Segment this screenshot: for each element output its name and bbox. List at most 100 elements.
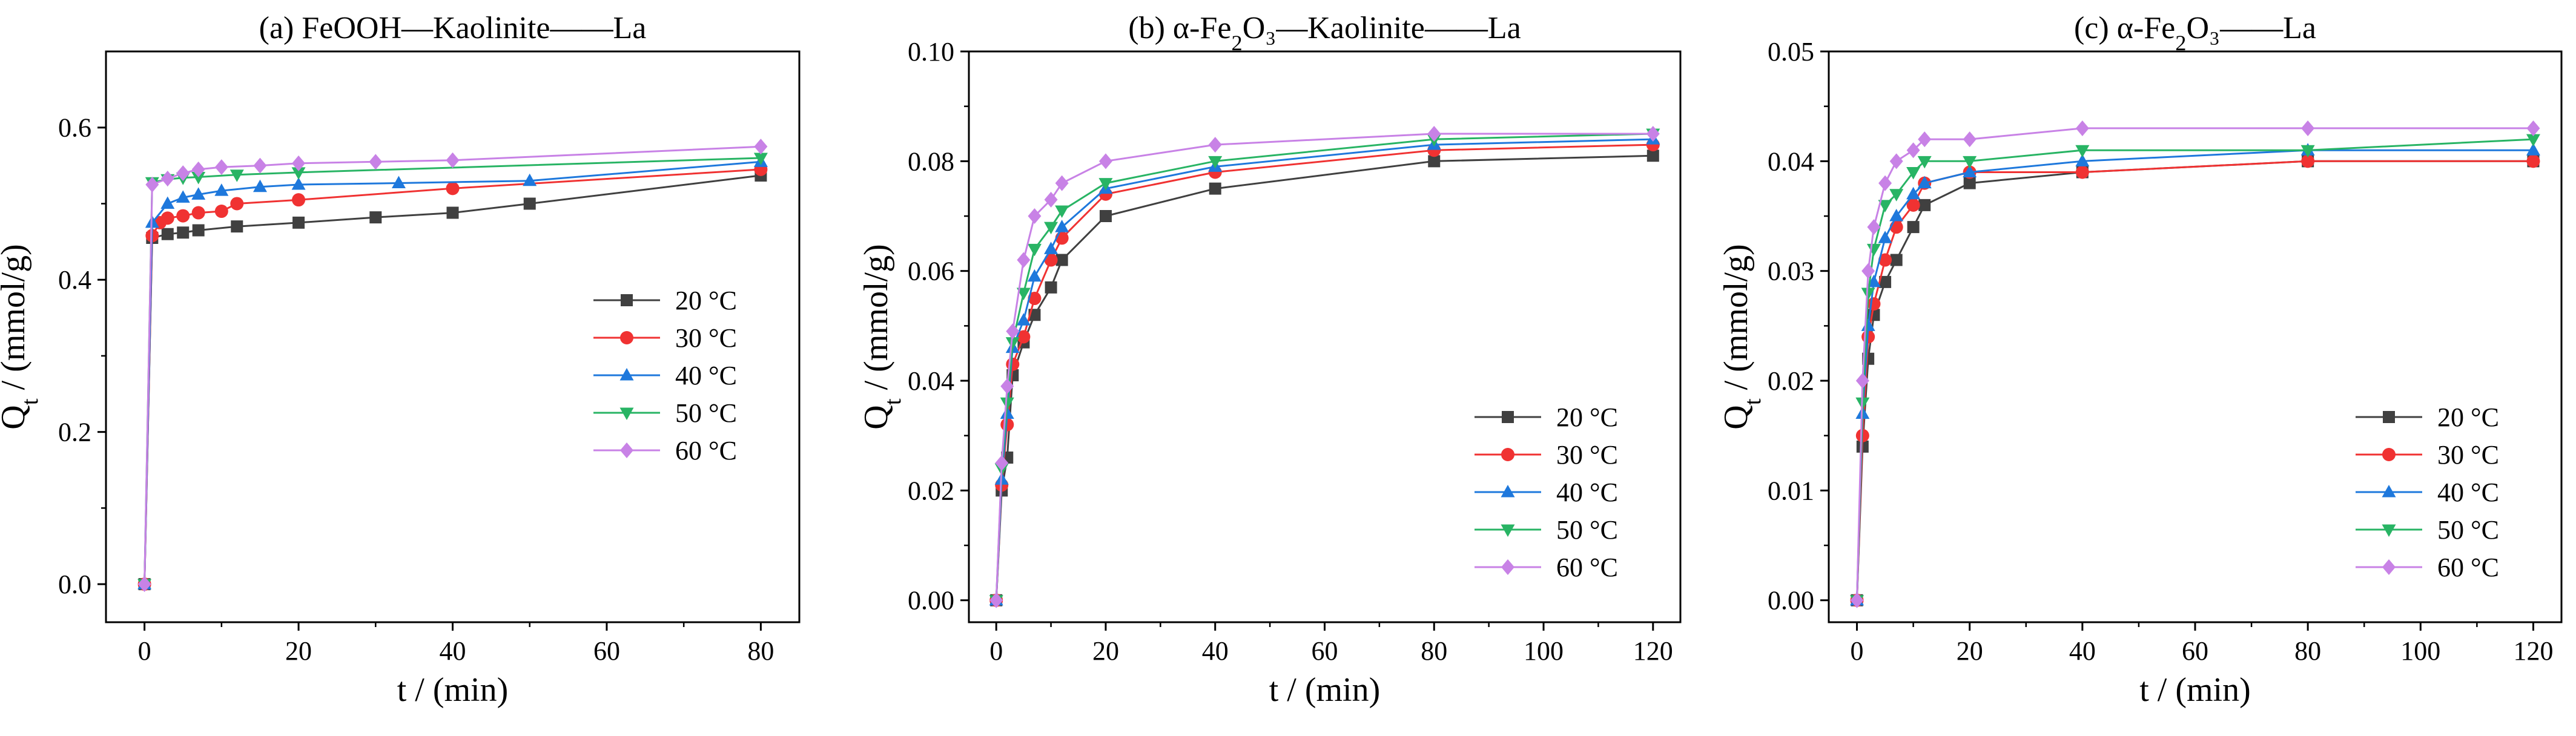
series-line: [144, 174, 761, 585]
series-line: [1856, 160, 2534, 600]
data-point: [369, 211, 382, 224]
series-40C: [137, 154, 768, 590]
legend-marker: [1501, 485, 1515, 498]
data-point: [1889, 209, 1904, 222]
data-point: [1428, 155, 1441, 168]
data-point: [161, 228, 174, 240]
data-point: [1918, 131, 1932, 148]
data-point: [1017, 252, 1031, 268]
data-point: [192, 224, 205, 237]
x-tick-label: 60: [1312, 636, 1338, 666]
data-point: [231, 220, 243, 233]
y-tick-label: 0.01: [1768, 476, 1814, 505]
data-point: [1044, 222, 1058, 235]
data-point: [191, 187, 206, 200]
y-axis-label-group: Qt / (mmol/g): [857, 244, 906, 429]
data-point: [1044, 191, 1058, 208]
data-point: [1646, 126, 1660, 142]
data-point: [1906, 186, 1921, 200]
legend-marker: [2382, 485, 2396, 498]
series-20C: [1851, 155, 2540, 606]
data-point: [253, 179, 267, 192]
data-point: [753, 153, 768, 166]
data-point: [1017, 330, 1031, 344]
data-point: [369, 154, 383, 170]
series-line: [1856, 138, 2534, 600]
series-line: [1856, 160, 2534, 600]
data-point: [1027, 269, 1042, 282]
data-point: [176, 165, 190, 182]
legend-label: 60 °C: [675, 436, 737, 465]
chart-title: (a) FeOOH—Kaolinite——La: [259, 11, 647, 45]
y-tick-label: 0.00: [1768, 586, 1814, 616]
data-point: [2526, 154, 2540, 168]
legend-label: 50 °C: [1556, 515, 1618, 545]
data-point: [2075, 145, 2090, 158]
data-point: [2526, 134, 2540, 147]
x-axis-label: t / (min): [2139, 671, 2251, 709]
data-point: [2526, 143, 2540, 156]
data-point: [1044, 253, 1058, 267]
data-point: [191, 206, 205, 220]
legend-label: 60 °C: [2437, 553, 2499, 582]
data-point: [292, 216, 305, 229]
data-point: [2075, 120, 2089, 136]
legend-label: 50 °C: [675, 398, 737, 428]
y-tick-label: 0.05: [1768, 37, 1814, 67]
data-point: [214, 183, 229, 196]
data-point: [2075, 165, 2089, 179]
x-tick-label: 100: [1524, 636, 1564, 666]
x-tick-label: 40: [1202, 636, 1229, 666]
legend-label: 40 °C: [2437, 478, 2499, 507]
data-point: [2075, 154, 2090, 166]
data-point: [1879, 275, 1892, 288]
x-axis-label: t / (min): [1269, 671, 1381, 709]
data-point: [1906, 198, 1920, 212]
data-point: [1878, 175, 1892, 191]
series-30C: [1850, 154, 2540, 607]
legend: 20 °C 30 °C 40 °C 50 °C 60 °C: [1475, 402, 1618, 582]
y-tick-label: 0.6: [58, 113, 91, 143]
data-point: [1427, 126, 1441, 142]
data-point: [1044, 242, 1058, 254]
legend-marker: [619, 407, 634, 420]
legend-label: 20 °C: [675, 286, 737, 315]
data-point: [1045, 281, 1057, 294]
legend-marker: [1501, 524, 1515, 537]
data-point: [1918, 199, 1931, 211]
data-point: [1866, 274, 1881, 288]
data-point: [1878, 231, 1892, 243]
y-axis-label: Qt / (mmol/g): [1717, 244, 1766, 429]
data-point: [1906, 142, 1920, 159]
y-tick-label: 0.06: [908, 257, 954, 286]
data-point: [176, 190, 190, 203]
data-point: [1917, 176, 1932, 189]
data-point: [253, 157, 267, 174]
data-point: [1016, 313, 1031, 326]
data-point: [391, 176, 406, 189]
x-tick-label: 120: [1633, 636, 1673, 666]
legend-label: 40 °C: [1556, 478, 1618, 507]
legend-marker: [620, 331, 633, 344]
data-point: [1917, 156, 1932, 169]
data-point: [1963, 177, 1976, 189]
data-point: [1099, 210, 1112, 223]
data-point: [1889, 153, 1903, 169]
data-point: [137, 576, 151, 593]
data-point: [1098, 153, 1112, 169]
legend-marker: [1501, 448, 1514, 461]
data-point: [2301, 154, 2315, 168]
data-point: [160, 211, 174, 225]
chart-panel-2: 0 20 40 60 80 100 120 0.00 0.02 0.04 0.06 0.08 0.10 (…: [857, 11, 1682, 709]
y-tick-label: 0.08: [908, 146, 954, 176]
chart-title: (c) α-Fe2O₃——La: [2074, 11, 2316, 55]
data-point: [1098, 178, 1113, 191]
data-point: [1055, 220, 1069, 232]
data-point: [1867, 219, 1881, 235]
x-tick-label: 0: [989, 636, 1003, 666]
x-tick-label: 20: [285, 636, 312, 666]
data-point: [177, 226, 190, 239]
x-tick-label: 80: [747, 636, 774, 666]
data-point: [191, 171, 206, 185]
